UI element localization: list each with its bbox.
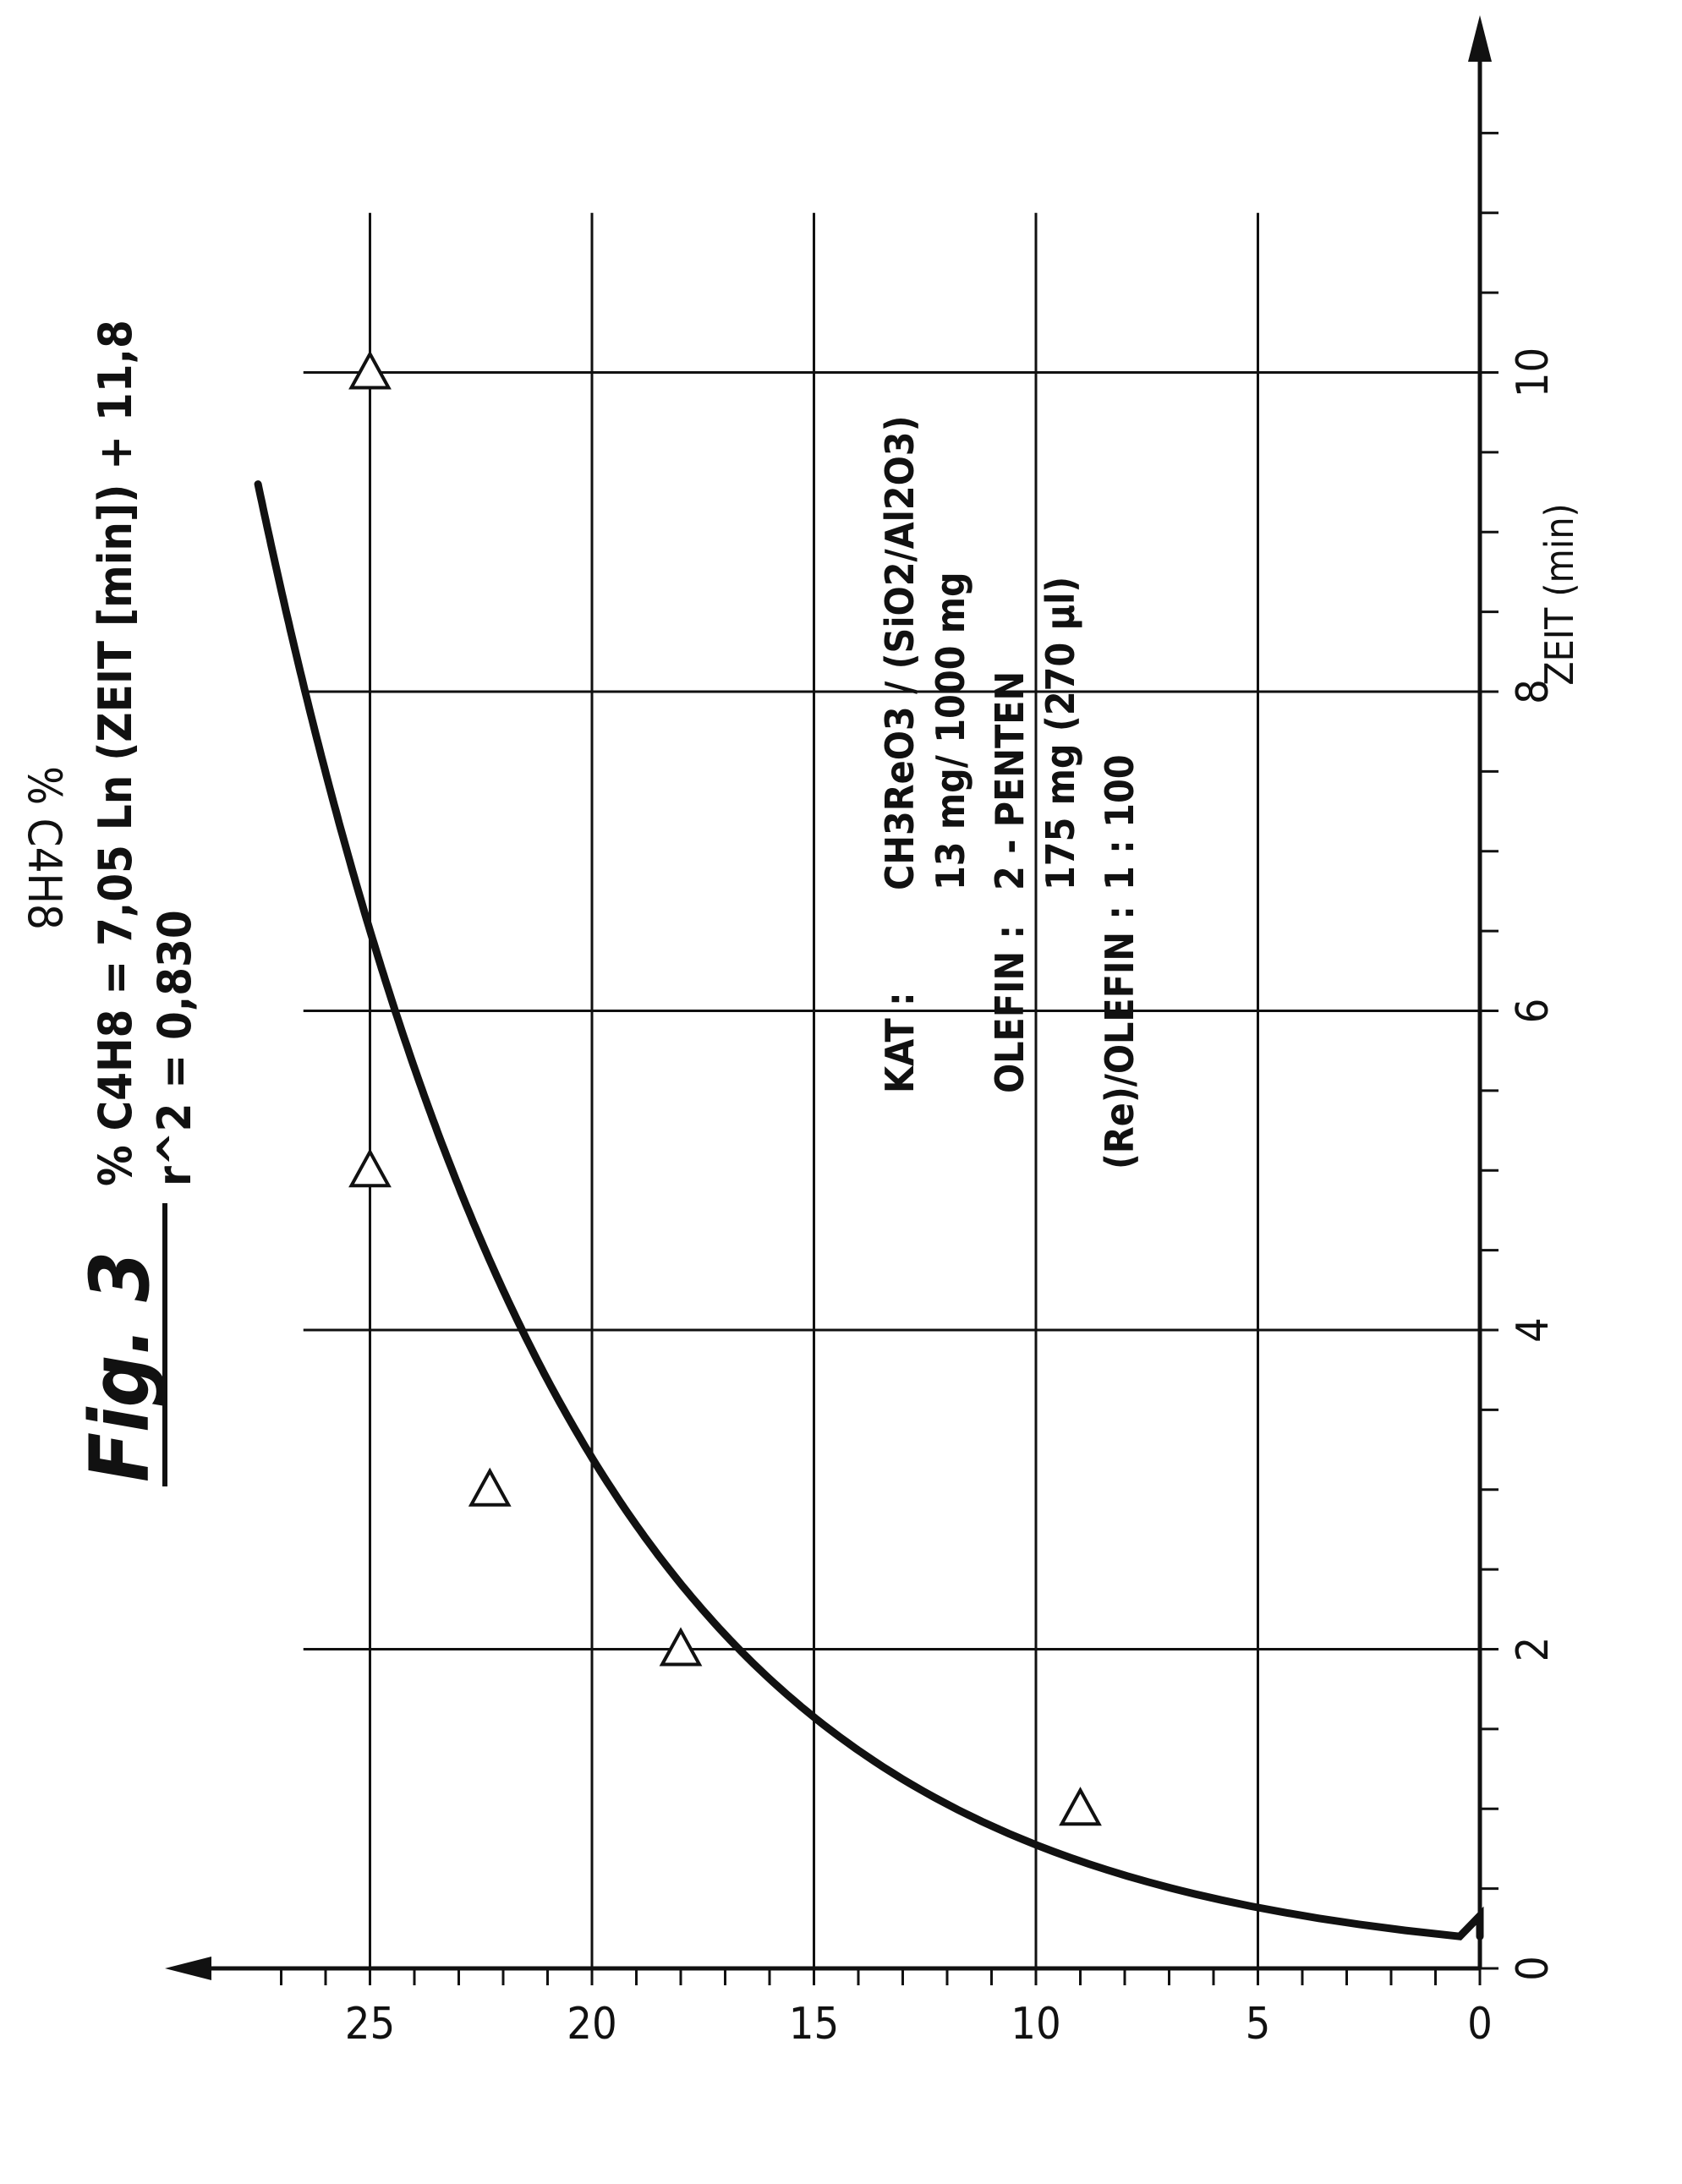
ratio-label: (Re)/OLEFIN : bbox=[1097, 906, 1142, 1169]
fit-equation: % C4H8 = 7,05 Ln (ZEIT [min]) + 11,8 bbox=[89, 320, 142, 1186]
olefin-value-1: 2 - PENTEN bbox=[987, 671, 1033, 890]
olefin-label: OLEFIN : bbox=[987, 925, 1033, 1093]
ticks: 0 2 4 6 8 10 0 5 10 15 20 25 bbox=[280, 131, 1559, 2050]
fit-r-squared: r^2 = 0,830 bbox=[148, 910, 201, 1186]
figure-title: Fig. 3 bbox=[73, 1251, 167, 1482]
ratio-value: 1 : 100 bbox=[1097, 754, 1142, 890]
x-axis-arrow bbox=[1468, 15, 1492, 62]
y-tick-label-5: 5 bbox=[1246, 1999, 1271, 2050]
y-tick-label-25: 25 bbox=[345, 1999, 396, 2050]
data-point-0 bbox=[1059, 1787, 1102, 1826]
rotated-figure: 0 2 4 6 8 10 0 5 10 15 20 25 ZEIT (min) % C4H8 Fig.… bbox=[18, 15, 1582, 2050]
data-point-4 bbox=[348, 350, 392, 390]
y-tick-label-0: 0 bbox=[1467, 1999, 1493, 2050]
data-point-1 bbox=[659, 1627, 703, 1667]
y-tick-label-15: 15 bbox=[789, 1999, 840, 2050]
y-tick-label-10: 10 bbox=[1011, 1999, 1061, 2050]
fit-curve bbox=[254, 480, 1484, 1940]
x-tick-label-4: 4 bbox=[1508, 1317, 1559, 1343]
data-markers bbox=[348, 350, 1102, 1826]
x-tick-label-2: 2 bbox=[1508, 1637, 1559, 1662]
y-tick-label-20: 20 bbox=[567, 1999, 617, 2050]
kat-value-2: 13 mg/ 1000 mg bbox=[928, 572, 973, 890]
conditions-annotation: KAT : CH3ReO3 / (SiO2/Al2O3) 13 mg/ 1000… bbox=[877, 416, 1142, 1169]
kat-value-1: CH3ReO3 / (SiO2/Al2O3) bbox=[877, 416, 923, 890]
x-tick-label-8: 8 bbox=[1508, 679, 1559, 704]
olefin-value-2: 175 mg (270 µl) bbox=[1038, 577, 1083, 890]
grid-lines bbox=[303, 212, 1480, 1968]
x-tick-label-6: 6 bbox=[1508, 999, 1559, 1024]
x-tick-label-0: 0 bbox=[1508, 1956, 1559, 1981]
axes bbox=[165, 15, 1492, 1980]
kat-label: KAT : bbox=[877, 992, 923, 1093]
data-point-3 bbox=[348, 1148, 392, 1188]
y-axis-arrow bbox=[165, 1957, 211, 1980]
data-point-2 bbox=[468, 1467, 512, 1507]
y-axis-label: % C4H8 bbox=[18, 766, 71, 930]
x-tick-label-10: 10 bbox=[1508, 348, 1559, 398]
x-axis-label: ZEIT (min) bbox=[1537, 503, 1582, 685]
